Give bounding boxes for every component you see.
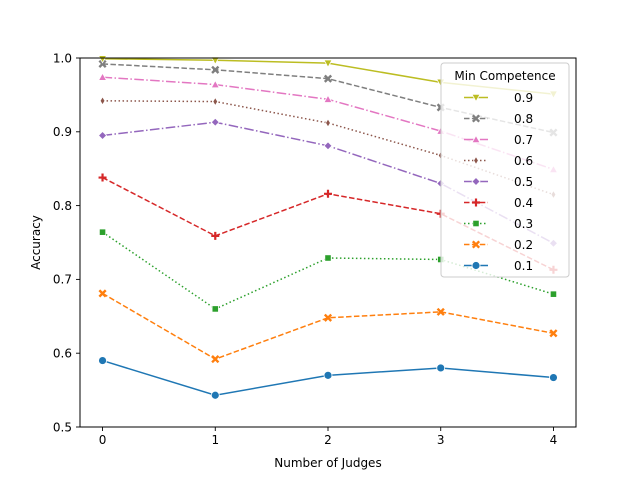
y-axis: 0.5 0.6 0.7 0.8 0.9 1.0 bbox=[53, 51, 80, 434]
data-point bbox=[323, 59, 333, 68]
y-tick-label: 0.5 bbox=[53, 420, 72, 434]
legend-entry: 0.5 bbox=[464, 175, 533, 189]
legend-entry: 0.2 bbox=[464, 238, 533, 252]
data-point bbox=[98, 356, 107, 365]
data-point bbox=[210, 79, 220, 89]
data-point bbox=[210, 390, 220, 400]
data-point bbox=[436, 307, 445, 316]
data-point bbox=[98, 173, 107, 182]
data-point bbox=[98, 59, 107, 68]
data-point bbox=[210, 56, 220, 66]
x-tick-label: 1 bbox=[211, 433, 219, 447]
legend-label: 0.9 bbox=[514, 91, 533, 105]
data-point bbox=[323, 313, 333, 322]
data-point bbox=[325, 118, 331, 128]
legend-label: 0.3 bbox=[514, 217, 533, 231]
data-point bbox=[549, 373, 558, 382]
data-point bbox=[97, 55, 108, 64]
legend-entry: 0.6 bbox=[464, 154, 533, 168]
legend-marker bbox=[471, 114, 481, 123]
legend-frame bbox=[440, 62, 570, 278]
data-point bbox=[98, 228, 107, 236]
data-point bbox=[549, 290, 558, 298]
y-tick-label: 0.8 bbox=[53, 199, 72, 213]
data-point bbox=[212, 96, 219, 107]
legend-entry: 0.3 bbox=[464, 217, 533, 231]
legend-label: 0.8 bbox=[514, 112, 533, 126]
data-point bbox=[323, 74, 333, 83]
legend-marker bbox=[472, 219, 480, 228]
legend-entry: 0.1 bbox=[464, 259, 533, 273]
series-0.1 bbox=[98, 356, 558, 400]
x-tick-label: 3 bbox=[437, 433, 445, 447]
legend-marker bbox=[471, 176, 481, 187]
x-axis-label: Number of Judges bbox=[274, 456, 381, 470]
x-tick-label: 2 bbox=[324, 433, 332, 447]
y-axis-label: Accuracy bbox=[29, 215, 43, 270]
x-axis: 0 1 2 3 4 bbox=[99, 427, 558, 447]
legend-marker bbox=[473, 155, 479, 166]
data-point bbox=[324, 189, 332, 198]
legend: Min Competence 0.9 0.8 0.7 0.6 0.5 0.4 0.3 0.2 0… bbox=[440, 62, 570, 278]
legend-entry: 0.4 bbox=[464, 196, 533, 210]
legend-marker bbox=[471, 261, 481, 270]
legend-title: Min Competence bbox=[454, 69, 555, 83]
legend-marker bbox=[471, 134, 481, 144]
data-point bbox=[99, 96, 106, 106]
data-point bbox=[323, 141, 333, 151]
legend-label: 0.7 bbox=[514, 133, 533, 147]
y-tick-label: 0.7 bbox=[53, 273, 72, 287]
legend-entry: 0.8 bbox=[464, 112, 533, 126]
series-0.2 bbox=[98, 289, 558, 364]
data-point bbox=[98, 289, 107, 298]
y-tick-label: 0.6 bbox=[53, 347, 72, 361]
y-tick-label: 1.0 bbox=[53, 51, 72, 65]
data-point bbox=[323, 370, 333, 380]
legend-label: 0.1 bbox=[514, 259, 533, 273]
legend-marker bbox=[471, 240, 481, 249]
legend-label: 0.2 bbox=[514, 238, 533, 252]
data-point bbox=[549, 329, 558, 338]
legend-label: 0.5 bbox=[514, 175, 533, 189]
y-tick-label: 0.9 bbox=[53, 125, 72, 139]
data-point bbox=[436, 363, 446, 373]
data-point bbox=[211, 231, 220, 240]
data-point bbox=[210, 117, 220, 127]
x-tick-label: 4 bbox=[550, 433, 558, 447]
legend-entry: 0.9 bbox=[464, 91, 533, 105]
data-point bbox=[97, 130, 108, 141]
data-point bbox=[324, 254, 332, 262]
x-tick-label: 0 bbox=[99, 433, 107, 447]
series-line bbox=[102, 292, 554, 360]
data-point bbox=[97, 72, 108, 81]
data-point bbox=[211, 305, 219, 313]
axes-frame bbox=[79, 57, 577, 428]
data-point bbox=[323, 94, 333, 103]
data-point bbox=[211, 355, 220, 364]
data-point bbox=[211, 65, 220, 74]
legend-label: 0.4 bbox=[514, 196, 533, 210]
legend-label: 0.6 bbox=[514, 154, 533, 168]
legend-marker bbox=[472, 198, 480, 207]
legend-entry: 0.7 bbox=[464, 133, 533, 147]
legend-marker bbox=[471, 93, 481, 103]
